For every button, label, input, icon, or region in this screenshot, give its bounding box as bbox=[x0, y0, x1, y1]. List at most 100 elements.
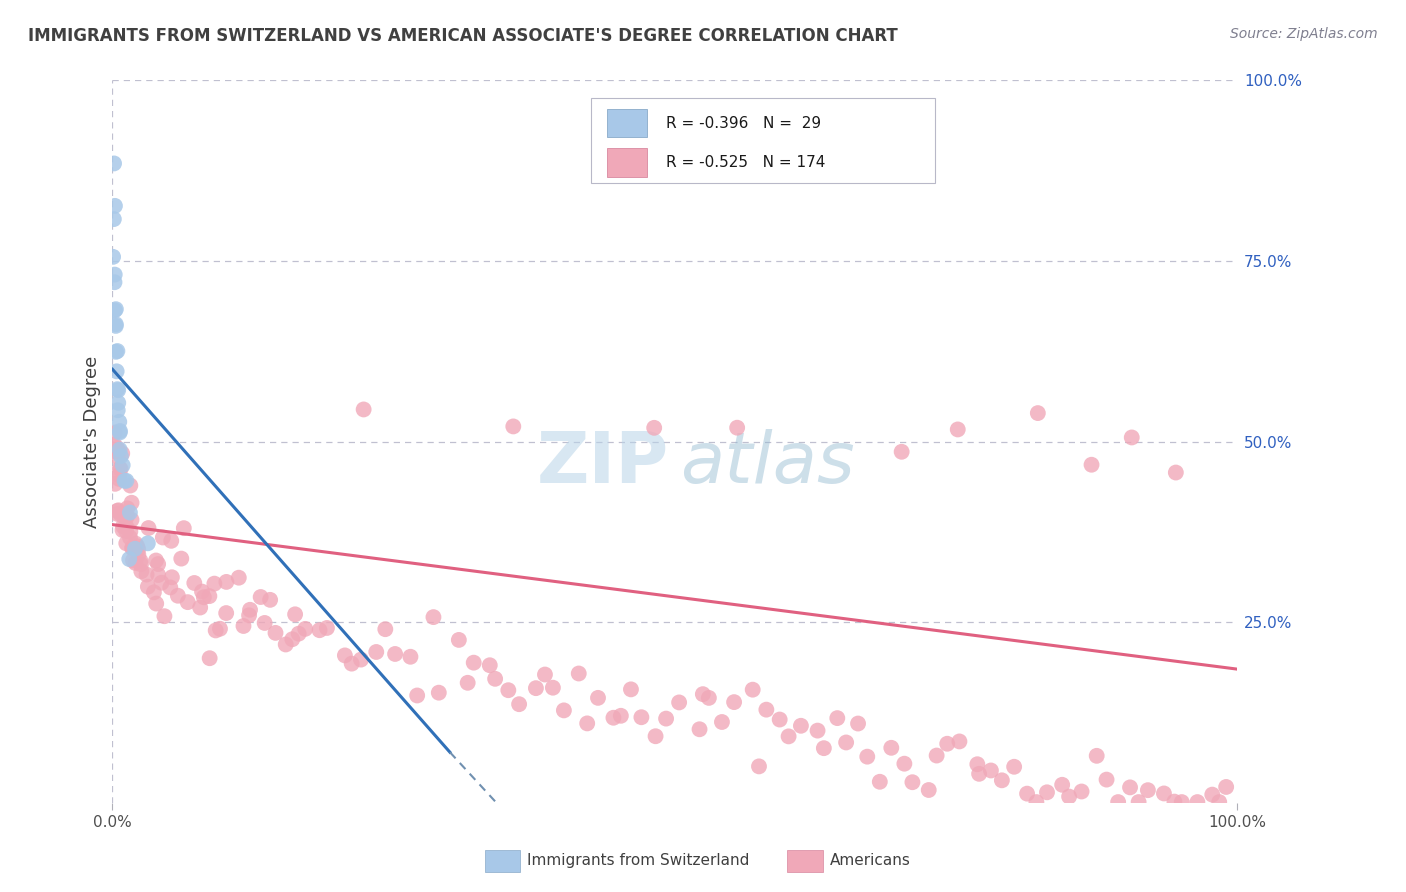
Point bbox=[117, 501, 139, 516]
Point bbox=[576, 716, 599, 731]
Point bbox=[790, 719, 813, 733]
Point bbox=[366, 645, 388, 659]
Point bbox=[104, 303, 127, 318]
Point bbox=[136, 580, 159, 594]
Point bbox=[228, 571, 250, 585]
Point bbox=[112, 519, 135, 533]
Point bbox=[725, 420, 748, 434]
Point bbox=[692, 687, 714, 701]
Point bbox=[835, 735, 858, 749]
Point bbox=[1187, 795, 1209, 809]
Point bbox=[118, 552, 141, 566]
Point bbox=[936, 737, 959, 751]
Point bbox=[264, 626, 287, 640]
Point bbox=[755, 703, 778, 717]
Point bbox=[374, 622, 396, 636]
Point bbox=[333, 648, 356, 663]
Point bbox=[384, 647, 406, 661]
Point bbox=[620, 682, 643, 697]
Point bbox=[103, 275, 125, 289]
Point bbox=[108, 425, 131, 440]
Point bbox=[121, 541, 143, 555]
Point bbox=[170, 551, 193, 566]
Point bbox=[689, 723, 711, 737]
Point bbox=[813, 741, 835, 756]
Point bbox=[287, 626, 309, 640]
Point bbox=[145, 553, 167, 567]
Point bbox=[215, 606, 238, 620]
Point bbox=[104, 302, 127, 317]
Point bbox=[114, 510, 136, 524]
Point bbox=[644, 729, 666, 743]
Point bbox=[118, 531, 141, 545]
Point bbox=[188, 600, 211, 615]
Point bbox=[498, 683, 520, 698]
Point bbox=[741, 682, 763, 697]
Point bbox=[668, 695, 690, 709]
Point bbox=[238, 608, 260, 623]
Text: IMMIGRANTS FROM SWITZERLAND VS AMERICAN ASSOCIATE'S DEGREE CORRELATION CHART: IMMIGRANTS FROM SWITZERLAND VS AMERICAN … bbox=[28, 27, 898, 45]
Point bbox=[967, 767, 990, 781]
Point bbox=[1153, 787, 1175, 801]
Point bbox=[869, 774, 891, 789]
Point bbox=[145, 597, 167, 611]
Point bbox=[108, 424, 131, 438]
Point bbox=[630, 710, 652, 724]
Point bbox=[281, 632, 304, 647]
Point bbox=[105, 344, 128, 359]
Point bbox=[1215, 780, 1237, 794]
Point bbox=[103, 156, 125, 170]
Point bbox=[1080, 458, 1102, 472]
Point bbox=[901, 775, 924, 789]
Point bbox=[105, 364, 128, 378]
Point bbox=[643, 421, 665, 435]
Point bbox=[568, 666, 591, 681]
Point bbox=[980, 764, 1002, 778]
Point bbox=[748, 759, 770, 773]
Point bbox=[1095, 772, 1118, 787]
Point bbox=[124, 541, 146, 556]
Point bbox=[111, 446, 134, 460]
Point bbox=[769, 713, 792, 727]
Point bbox=[115, 518, 138, 533]
Point bbox=[350, 652, 373, 666]
Point bbox=[308, 624, 330, 638]
Point bbox=[129, 554, 152, 568]
Point bbox=[152, 531, 174, 545]
Point bbox=[104, 199, 127, 213]
Point bbox=[177, 595, 200, 609]
Point bbox=[524, 681, 547, 695]
Point bbox=[1136, 783, 1159, 797]
Point bbox=[723, 695, 745, 709]
Point bbox=[167, 589, 190, 603]
Point bbox=[160, 570, 183, 584]
Point bbox=[101, 250, 124, 264]
Point bbox=[107, 450, 129, 464]
Point bbox=[249, 590, 271, 604]
Point bbox=[925, 748, 948, 763]
Point bbox=[107, 396, 129, 410]
Point bbox=[422, 610, 444, 624]
Point bbox=[107, 503, 129, 517]
Point bbox=[208, 622, 231, 636]
Point bbox=[427, 686, 450, 700]
Point bbox=[1171, 795, 1194, 809]
Point bbox=[534, 667, 557, 681]
Point bbox=[457, 675, 479, 690]
Point bbox=[1050, 778, 1073, 792]
Point bbox=[118, 506, 141, 520]
Point bbox=[103, 212, 125, 227]
Point bbox=[142, 585, 165, 599]
Point bbox=[115, 474, 138, 488]
Point bbox=[110, 507, 132, 521]
Text: Immigrants from Switzerland: Immigrants from Switzerland bbox=[527, 854, 749, 868]
Point bbox=[1057, 789, 1080, 804]
Point bbox=[107, 504, 129, 518]
Point bbox=[610, 708, 633, 723]
Point bbox=[127, 548, 149, 562]
Point bbox=[856, 749, 879, 764]
Point bbox=[259, 592, 281, 607]
Point bbox=[115, 524, 138, 538]
Point bbox=[122, 553, 145, 567]
Point bbox=[1128, 795, 1150, 809]
